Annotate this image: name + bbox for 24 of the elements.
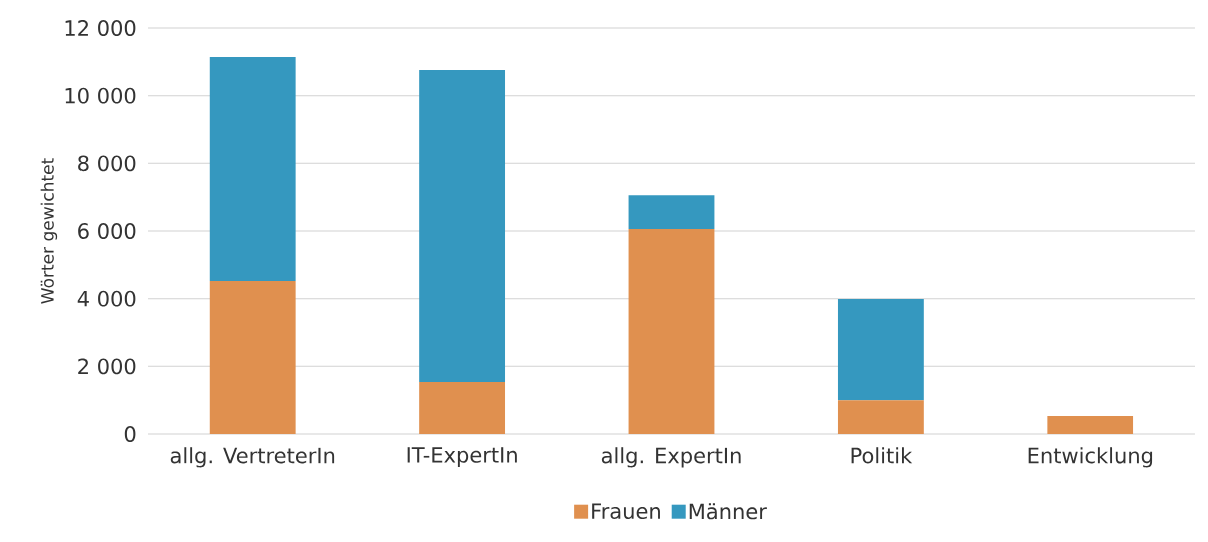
bar	[628, 195, 715, 229]
bar	[1047, 416, 1134, 434]
legend-label: Männer	[689, 503, 767, 520]
x-tick-label: allg. VertreterIn	[170, 447, 335, 468]
y-tick-label: 4 000	[77, 290, 136, 307]
bar	[209, 57, 296, 282]
bar	[837, 299, 924, 401]
x-tick-label: Entwicklung	[1028, 447, 1153, 468]
bar	[209, 281, 296, 434]
bar	[419, 69, 506, 382]
bar	[837, 400, 924, 434]
y-tick-label: 8 000	[78, 155, 136, 172]
y-tick-label: 6 000	[78, 223, 136, 239]
bar	[628, 228, 715, 434]
x-tick-label: IT-ExpertIn	[407, 447, 517, 467]
bar	[419, 381, 506, 434]
legend-label: Frauen	[592, 503, 660, 520]
x-tick-label: allg. ExpertIn	[601, 447, 741, 468]
y-tick-label: 0	[124, 426, 136, 442]
y-axis-title: Wörter gewichtet	[40, 158, 58, 304]
y-tick-label: 10 000	[65, 87, 136, 104]
y-tick-label: 12 000	[65, 20, 136, 36]
x-tick-label: Politik	[851, 447, 913, 464]
y-tick-label: 2 000	[78, 358, 136, 375]
